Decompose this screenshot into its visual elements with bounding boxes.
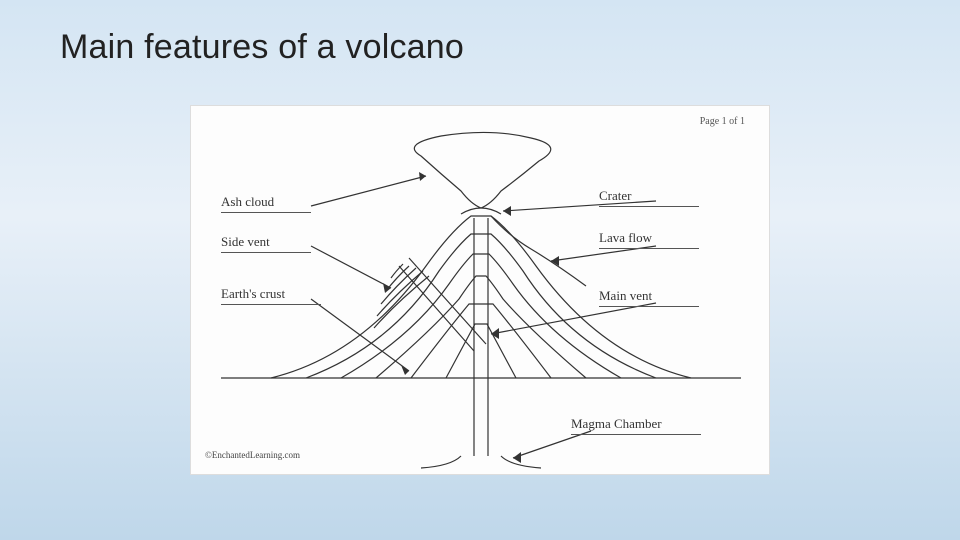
- label-text-magma_chamber: Magma Chamber: [571, 416, 662, 431]
- label-earths_crust: Earth's crust: [221, 286, 321, 305]
- label-underline-lava_flow: [599, 248, 699, 249]
- label-text-ash_cloud: Ash cloud: [221, 194, 274, 209]
- ash-cloud-shape: [414, 132, 550, 208]
- arrow-side-vent: [311, 246, 391, 288]
- magma-chamber-curve: [421, 456, 541, 468]
- arrowhead-side-vent: [383, 283, 391, 293]
- lava-flow-line: [491, 216, 586, 286]
- label-underline-main_vent: [599, 306, 699, 307]
- label-text-earths_crust: Earth's crust: [221, 286, 285, 301]
- arrow-magma-chamber: [513, 431, 591, 458]
- label-side_vent: Side vent: [221, 234, 311, 253]
- label-text-lava_flow: Lava flow: [599, 230, 652, 245]
- label-magma_chamber: Magma Chamber: [571, 416, 701, 435]
- label-ash_cloud: Ash cloud: [221, 194, 311, 213]
- arrowhead-ash-cloud: [419, 172, 426, 181]
- label-main_vent: Main vent: [599, 288, 699, 307]
- arrow-earths-crust: [311, 299, 409, 371]
- label-underline-side_vent: [221, 252, 311, 253]
- side-vent-arc-3: [377, 271, 423, 316]
- label-lava_flow: Lava flow: [599, 230, 699, 249]
- label-underline-crater: [599, 206, 699, 207]
- label-underline-ash_cloud: [221, 212, 311, 213]
- slide: Main features of a volcano Page 1 of 1 ©…: [0, 0, 960, 540]
- volcano-diagram: Page 1 of 1 ©EnchantedLearning.com Ash c…: [190, 105, 770, 475]
- label-text-main_vent: Main vent: [599, 288, 652, 303]
- slide-title: Main features of a volcano: [60, 28, 900, 67]
- volcano-layer-4: [446, 324, 516, 378]
- label-crater: Crater: [599, 188, 699, 207]
- arrowhead-magma-chamber: [513, 452, 521, 463]
- arrowhead-crater: [503, 206, 511, 216]
- label-underline-magma_chamber: [571, 434, 701, 435]
- arrow-ash-cloud: [311, 176, 426, 206]
- crater-rim: [461, 208, 501, 214]
- volcano-layer-3: [411, 304, 551, 378]
- label-text-crater: Crater: [599, 188, 631, 203]
- label-underline-earths_crust: [221, 304, 321, 305]
- side-vent-arc-0: [391, 264, 403, 278]
- label-text-side_vent: Side vent: [221, 234, 270, 249]
- volcano-layer-2: [376, 276, 586, 378]
- arrowhead-main-vent: [491, 328, 499, 339]
